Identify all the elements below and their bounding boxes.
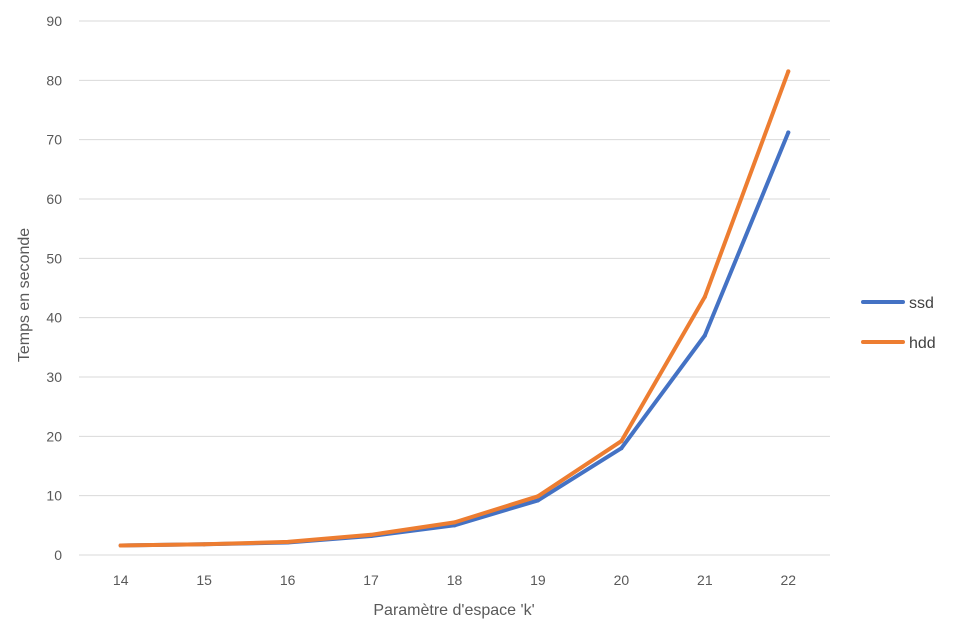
x-tick-label: 17 xyxy=(363,572,379,588)
y-tick-label: 50 xyxy=(46,250,62,266)
x-axis-title: Paramètre d'espace 'k' xyxy=(373,602,534,619)
y-tick-label: 80 xyxy=(46,72,62,88)
y-tick-label: 90 xyxy=(46,13,62,29)
data-point-ssd xyxy=(786,130,791,135)
data-point-hdd xyxy=(285,539,290,544)
y-tick-label: 70 xyxy=(46,132,62,148)
gridlines xyxy=(79,20,830,556)
x-tick-label: 18 xyxy=(447,572,463,588)
y-tick-label: 20 xyxy=(46,428,62,444)
data-point-hdd xyxy=(369,532,374,537)
y-axis-title: Temps en seconde xyxy=(16,228,33,362)
series-line-ssd xyxy=(118,130,791,548)
legend: ssd hdd xyxy=(861,295,936,352)
x-tick-label: 15 xyxy=(196,572,212,588)
data-point-ssd xyxy=(702,333,707,338)
x-tick-label: 21 xyxy=(697,572,713,588)
y-tick-label: 40 xyxy=(46,310,62,326)
x-tick-label: 14 xyxy=(113,572,129,588)
data-point-hdd xyxy=(535,494,540,499)
data-point-ssd xyxy=(619,446,624,451)
legend-label-hdd: hdd xyxy=(909,335,936,352)
x-tick-label: 19 xyxy=(530,572,546,588)
legend-label-ssd: ssd xyxy=(909,295,934,312)
y-tick-label: 60 xyxy=(46,191,62,207)
y-tick-label: 10 xyxy=(46,488,62,504)
data-point-hdd xyxy=(452,520,457,525)
data-point-hdd xyxy=(702,294,707,299)
series-lines xyxy=(118,69,791,548)
y-tick-label: 30 xyxy=(46,369,62,385)
y-tick-label: 0 xyxy=(54,547,62,563)
x-tick-label: 22 xyxy=(780,572,796,588)
y-axis-tick-labels: 0 10 20 30 40 50 60 70 80 90 xyxy=(46,13,62,563)
series-line-hdd xyxy=(118,69,791,548)
data-point-hdd xyxy=(202,542,207,547)
data-point-hdd xyxy=(786,69,791,74)
x-axis-tick-labels: 14 15 16 17 18 19 20 21 22 xyxy=(113,572,796,588)
x-tick-label: 20 xyxy=(614,572,630,588)
x-tick-label: 16 xyxy=(280,572,296,588)
data-point-ssd xyxy=(535,498,540,503)
data-point-hdd xyxy=(619,439,624,444)
data-point-hdd xyxy=(118,543,123,548)
